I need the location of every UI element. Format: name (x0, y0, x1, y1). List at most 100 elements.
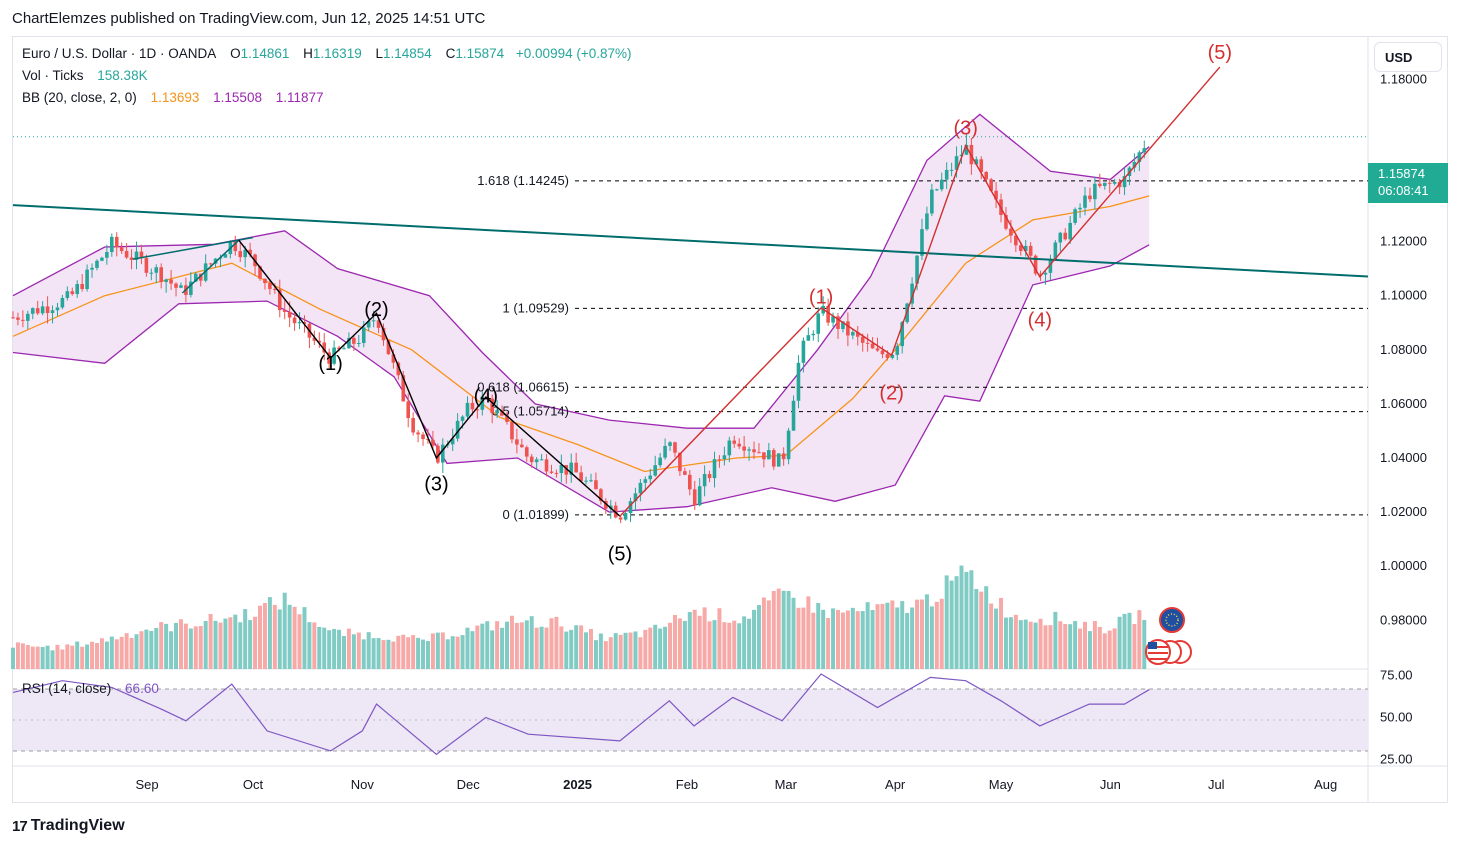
candle-body (974, 159, 979, 165)
volume-bar (114, 639, 119, 669)
volume-bar (1068, 624, 1073, 669)
candle-body (762, 452, 766, 460)
volume-bar (450, 636, 455, 669)
time-axis-tick: Dec (457, 777, 481, 792)
bb-lower-line (12, 244, 1150, 513)
candle-body (930, 189, 934, 214)
rsi-line (12, 673, 1150, 756)
candle-body (584, 480, 588, 482)
candle-body (1112, 182, 1117, 184)
red-wave-label: (2) (879, 383, 903, 405)
volume-bar (198, 626, 203, 669)
volume-bar (485, 621, 490, 669)
candle-body (258, 266, 262, 279)
volume-bar (697, 615, 702, 669)
volume-bar (282, 592, 287, 669)
red-wave-label: (5) (1208, 42, 1232, 64)
volume-bar (752, 609, 757, 669)
candle-body (21, 319, 25, 321)
candle-body (663, 445, 667, 458)
volume-bar (579, 625, 584, 669)
volume-bar (50, 650, 55, 669)
volume-bar (1137, 610, 1142, 669)
candle-body (16, 317, 20, 320)
volume-bar (1087, 631, 1092, 669)
volume-bar (1117, 616, 1122, 669)
volume-bar (574, 625, 579, 669)
fibonacci-levels: 1.618 (1.14245) 1 (1.09529) 0.618 (1.06615… (477, 173, 1368, 522)
volume-bar (490, 630, 495, 669)
volume-bar (445, 639, 450, 669)
volume-bar (139, 631, 144, 669)
volume-bar (45, 645, 50, 669)
candle-body (707, 474, 712, 479)
volume-bar (1023, 619, 1028, 669)
currency-button[interactable]: USD (1374, 42, 1442, 72)
price-axis-tick: 1.12000 (1380, 234, 1427, 249)
volume-bar (90, 641, 95, 669)
candle-body (855, 332, 860, 337)
volume-bar (351, 634, 356, 669)
trendline-layer[interactable] (12, 204, 1369, 294)
volume-bar (94, 643, 99, 669)
price-axis-tick: 1.18000 (1380, 71, 1427, 86)
volume-bar (618, 634, 623, 669)
bb-label[interactable]: BB (20, close, 2, 0) (22, 90, 137, 105)
volume-label[interactable]: Vol · Ticks (22, 68, 84, 83)
volume-bar (371, 638, 376, 669)
red-wave-label: (4) (1028, 310, 1052, 332)
candle-body (1078, 207, 1082, 210)
volume-bar (386, 639, 391, 669)
candle-body (105, 252, 109, 258)
eu-event-icon[interactable] (1159, 607, 1185, 633)
volume-bar (865, 602, 870, 669)
candle-body (371, 320, 376, 322)
candle-body (569, 462, 574, 475)
volume-bar (356, 632, 361, 669)
tradingview-brand[interactable]: 17 TradingView (12, 817, 125, 835)
candle-body (124, 251, 129, 258)
bb-upper-value: 1.15508 (213, 90, 262, 105)
candle-body (75, 284, 80, 295)
volume-bar (332, 628, 337, 669)
volume-bar (1142, 619, 1147, 669)
time-axis-tick: Feb (676, 777, 698, 792)
candle-body (243, 249, 247, 258)
candle-body (1018, 245, 1023, 252)
candle-body (742, 446, 746, 451)
volume-bar (188, 628, 193, 669)
time-axis-tick: Aug (1314, 777, 1337, 792)
volume-bar (425, 641, 430, 669)
candle-body (692, 489, 697, 506)
black-wave-path (238, 239, 621, 517)
candle-body (841, 321, 845, 329)
candle-body (189, 281, 193, 295)
price-axis-tick: 1.02000 (1380, 504, 1427, 519)
volume-bars (11, 565, 1147, 669)
candle-body (964, 144, 969, 155)
wedge-upper-line[interactable] (132, 236, 254, 260)
candle-body (302, 322, 307, 324)
volume-bar (1127, 612, 1132, 669)
candle-body (776, 453, 781, 467)
volume-bar (1053, 611, 1058, 669)
volume-bar (1078, 628, 1083, 669)
candle-body (544, 459, 549, 472)
wedge-lower-line[interactable] (181, 239, 240, 294)
volume-bar (366, 632, 371, 669)
candle-body (826, 305, 830, 323)
candle-body (45, 306, 50, 314)
candle-body (114, 236, 119, 248)
candle-body (1009, 228, 1013, 236)
symbol-label[interactable]: Euro / U.S. Dollar · 1D · OANDA (22, 46, 217, 61)
time-axis-tick: Sep (136, 777, 159, 792)
candle-body (890, 354, 895, 358)
candle-body (208, 263, 213, 265)
descending-trendline[interactable] (12, 204, 1369, 278)
volume-bar (1013, 614, 1018, 669)
candle-body (406, 401, 411, 419)
us-event-icon[interactable] (1145, 639, 1192, 665)
rsi-label[interactable]: RSI (14, close) (22, 681, 112, 696)
candle-body (223, 254, 228, 258)
